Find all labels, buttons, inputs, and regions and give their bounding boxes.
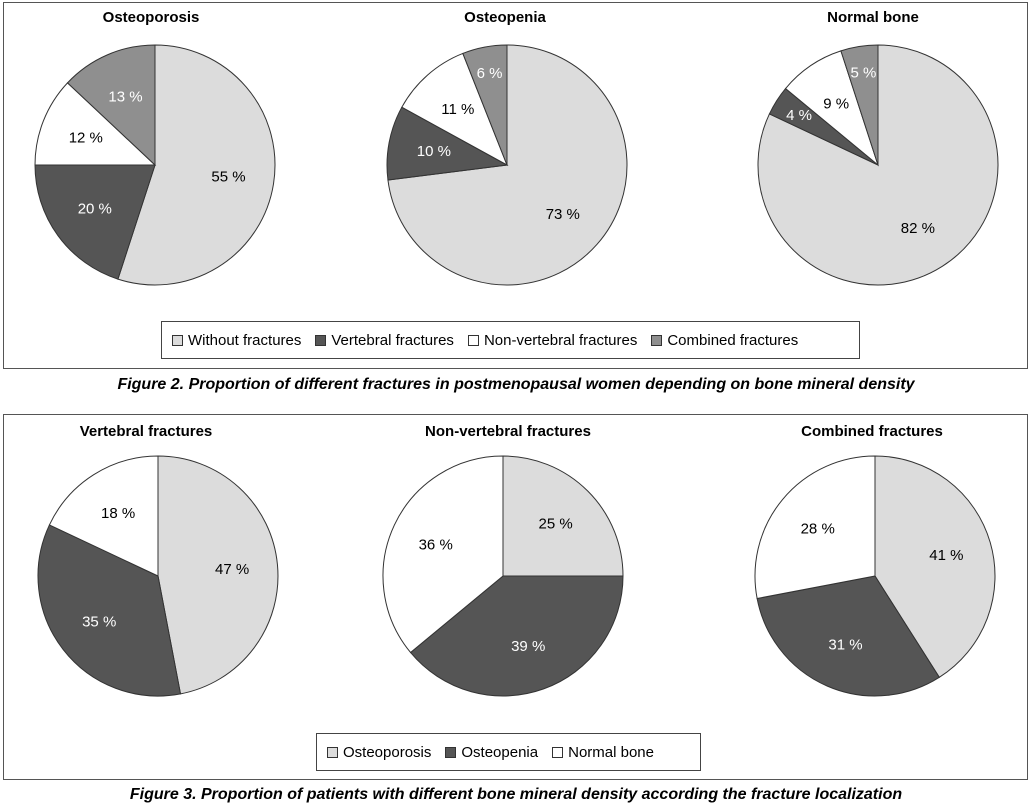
slice-label-osteopenia: 39 % [511,638,545,655]
pie-chart-non-vertebral-fractures: 25 % 39 % 36 % Non-vertebral fractures [382,423,624,697]
legend-label: Non-vertebral fractures [483,331,638,349]
legend-label: Osteopenia [461,743,539,761]
pie-slice-normal-bone [48,455,159,577]
slice-label-normal-bone: 36 % [419,536,453,553]
pie-slice-osteopenia [409,575,624,697]
pie-slice-non-vertebral-fractures [34,82,157,166]
slice-label-combined-fractures: 5 % [850,65,876,82]
legend-swatch [445,746,457,758]
figure-3-caption: Figure 3. Proportion of patients with di… [129,786,903,803]
pie-slice-combined-fractures [66,44,156,167]
legend-swatch [327,746,338,758]
slice-label-non-vertebral-fractures: 11 % [441,101,474,118]
chart-title: Normal bone [827,9,919,26]
pie-chart-osteopenia: 73 % 10 % 11 % 6 % Osteopenia [386,9,628,286]
slice-label-without-fractures: 73 % [546,206,580,223]
legend-item-osteoporosis: Osteoporosis [327,744,431,761]
slice-label-vertebral-fractures: 20 % [78,201,112,218]
slice-label-combined-fractures: 6 % [477,65,503,82]
slice-label-vertebral-fractures: 10 % [417,143,451,160]
legend-label: Vertebral fractures [331,331,454,349]
slice-label-osteoporosis: 47 % [215,561,249,578]
legend-swatch [467,334,479,346]
chart-title: Osteoporosis [103,9,200,26]
legend-item-normal-bone: Normal bone [552,744,654,761]
legend-item-non-vertebral-fractures: Non-vertebral fractures [467,331,638,349]
legend-item-without-fractures: Without fractures [172,332,301,349]
legend-label: Normal bone [568,743,654,761]
pie-slice-without-fractures [117,44,276,286]
slice-label-non-vertebral-fractures: 9 % [823,96,849,113]
pie-slice-osteoporosis [502,455,624,577]
pie-slice-osteoporosis [157,455,279,695]
slice-label-osteoporosis: 41 % [929,547,963,564]
slice-label-without-fractures: 55 % [211,169,245,186]
slice-label-osteopenia: 35 % [82,614,116,631]
pie-slice-normal-bone [754,455,876,600]
slice-label-combined-fractures: 13 % [108,89,142,106]
legend-swatch [172,334,183,346]
slice-label-vertebral-fractures: 4 % [786,107,812,124]
legend-label: Without fractures [188,331,302,349]
pie-slice-osteopenia [37,524,182,697]
pie-slice-combined-fractures [840,44,879,166]
pie-slice-osteopenia [756,575,940,697]
pie-chart-vertebral-fractures: 47 % 35 % 18 % Vertebral fractures [37,423,279,697]
legend-item-vertebral-fractures: Vertebral fractures [315,332,454,349]
pie-slice-non-vertebral-fractures [401,52,508,167]
pie-chart-normal-bone: 82 % 4 % 9 %5 % Normal bone [757,9,999,286]
legend-swatch [315,334,327,346]
legend-item-osteopenia: Osteopenia [445,744,538,761]
pie-slice-vertebral-fractures [34,164,156,280]
pie-slice-osteoporosis [874,455,996,679]
legend-label: Osteoporosis [343,743,432,761]
slice-label-normal-bone: 28 % [801,521,835,538]
pie-slice-vertebral-fractures [386,106,509,181]
slice-label-non-vertebral-fractures: 12 % [69,130,103,147]
legend-swatch [552,746,564,758]
pie-slice-normal-bone [382,455,504,654]
chart-title: Combined fractures [801,423,943,440]
chart-title: Vertebral fractures [80,423,213,440]
slice-label-without-fractures: 82 % [901,220,935,237]
legend-label: Combined fractures [667,331,799,349]
figure-2-caption: Figure 2. Proportion of different fractu… [117,376,915,393]
legend-swatch [651,334,663,346]
figure-2-legend: Without fractures Vertebral fractures No… [161,321,860,359]
slice-label-osteopenia: 31 % [828,636,862,653]
slice-label-osteoporosis: 25 % [538,515,572,532]
pie-slice-combined-fractures [462,44,508,166]
legend-item-combined-fractures: Combined fractures [651,332,798,349]
pie-slice-without-fractures [757,44,999,286]
figure-3-legend: Osteoporosis Osteopenia Normal bone [316,733,701,771]
pie-chart-osteoporosis: 55 % 20 % 12 % 13 % Osteoporosis [34,9,276,286]
chart-title: Non-vertebral fractures [425,423,591,440]
pie-chart-combined-fractures: 41 % 31 % 28 % Combined fractures [754,423,996,697]
slice-label-normal-bone: 18 % [101,505,135,522]
chart-title: Osteopenia [464,9,546,26]
